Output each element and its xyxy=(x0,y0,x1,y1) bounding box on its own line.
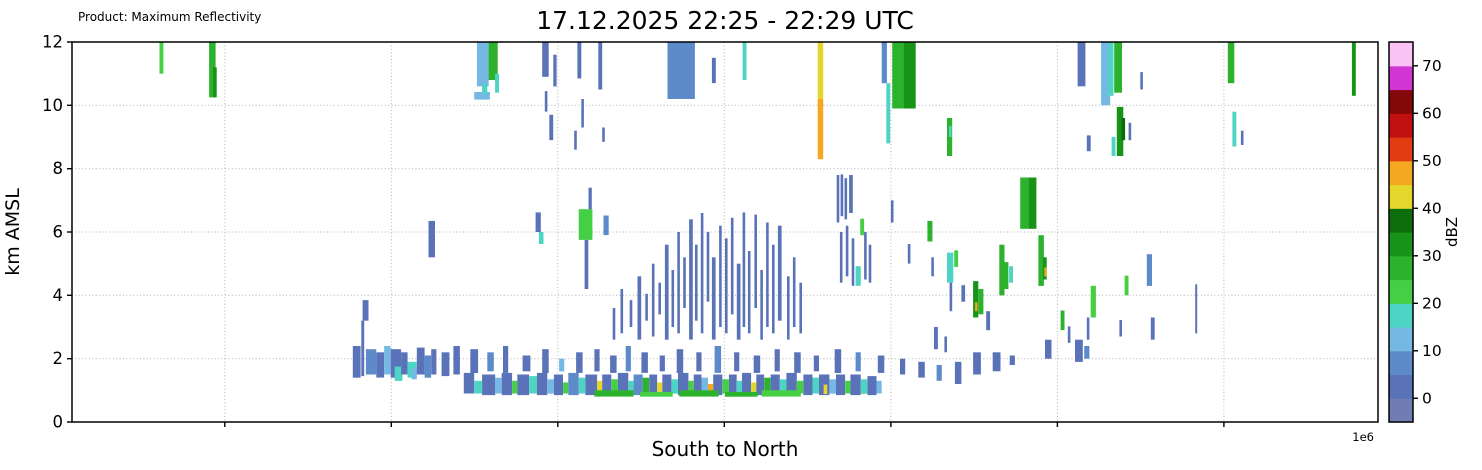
colorbar-tick-labels: 0 10 20 30 40 50 60 70 xyxy=(1422,57,1442,407)
colorbar-label: dBZ xyxy=(1443,217,1461,247)
svg-text:2: 2 xyxy=(53,349,64,368)
x-axis-label: South to North xyxy=(652,437,799,461)
product-label: Product: Maximum Reflectivity xyxy=(78,10,261,24)
svg-text:10: 10 xyxy=(1422,342,1442,360)
svg-text:60: 60 xyxy=(1422,104,1442,122)
svg-text:6: 6 xyxy=(53,223,64,242)
svg-text:20: 20 xyxy=(1422,294,1442,312)
svg-text:0: 0 xyxy=(53,413,64,432)
x-offset-label: 1e6 xyxy=(1352,430,1374,444)
svg-text:0: 0 xyxy=(1422,389,1432,407)
svg-text:12: 12 xyxy=(42,33,63,52)
reflectivity-cells xyxy=(159,42,1356,397)
svg-text:70: 70 xyxy=(1422,57,1442,75)
svg-text:10: 10 xyxy=(42,96,63,115)
svg-text:4: 4 xyxy=(53,286,64,305)
plot-gridlines xyxy=(72,42,1378,422)
svg-text:40: 40 xyxy=(1422,199,1442,217)
axis-ticks xyxy=(67,41,1225,427)
colorbar-ticks xyxy=(1413,65,1418,399)
svg-text:50: 50 xyxy=(1422,152,1442,170)
svg-text:30: 30 xyxy=(1422,247,1442,265)
y-axis-label: km AMSL xyxy=(2,188,24,276)
chart-title: 17.12.2025 22:25 - 22:29 UTC xyxy=(536,6,914,35)
colorbar xyxy=(1388,41,1414,423)
chart-layer: 0 2 4 6 8 10 12 0 10 20 30 40 50 60 70 xyxy=(42,33,1442,432)
y-tick-labels: 0 2 4 6 8 10 12 xyxy=(42,33,63,432)
svg-text:8: 8 xyxy=(53,159,64,178)
